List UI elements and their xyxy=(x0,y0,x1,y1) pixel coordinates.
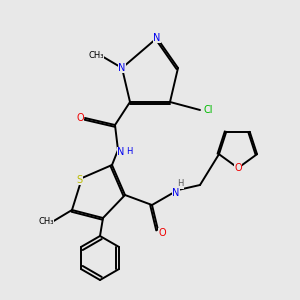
Text: N: N xyxy=(117,147,125,157)
Text: N: N xyxy=(118,63,126,73)
Text: CH₃: CH₃ xyxy=(88,50,104,59)
Text: S: S xyxy=(76,175,82,185)
Text: CH₃: CH₃ xyxy=(38,218,54,226)
Text: O: O xyxy=(76,113,84,123)
Text: H: H xyxy=(126,148,132,157)
Text: N: N xyxy=(172,188,180,198)
Text: N: N xyxy=(153,33,161,43)
Text: Cl: Cl xyxy=(203,105,213,115)
Text: O: O xyxy=(158,228,166,238)
Text: H: H xyxy=(177,179,183,188)
Text: O: O xyxy=(234,163,242,173)
